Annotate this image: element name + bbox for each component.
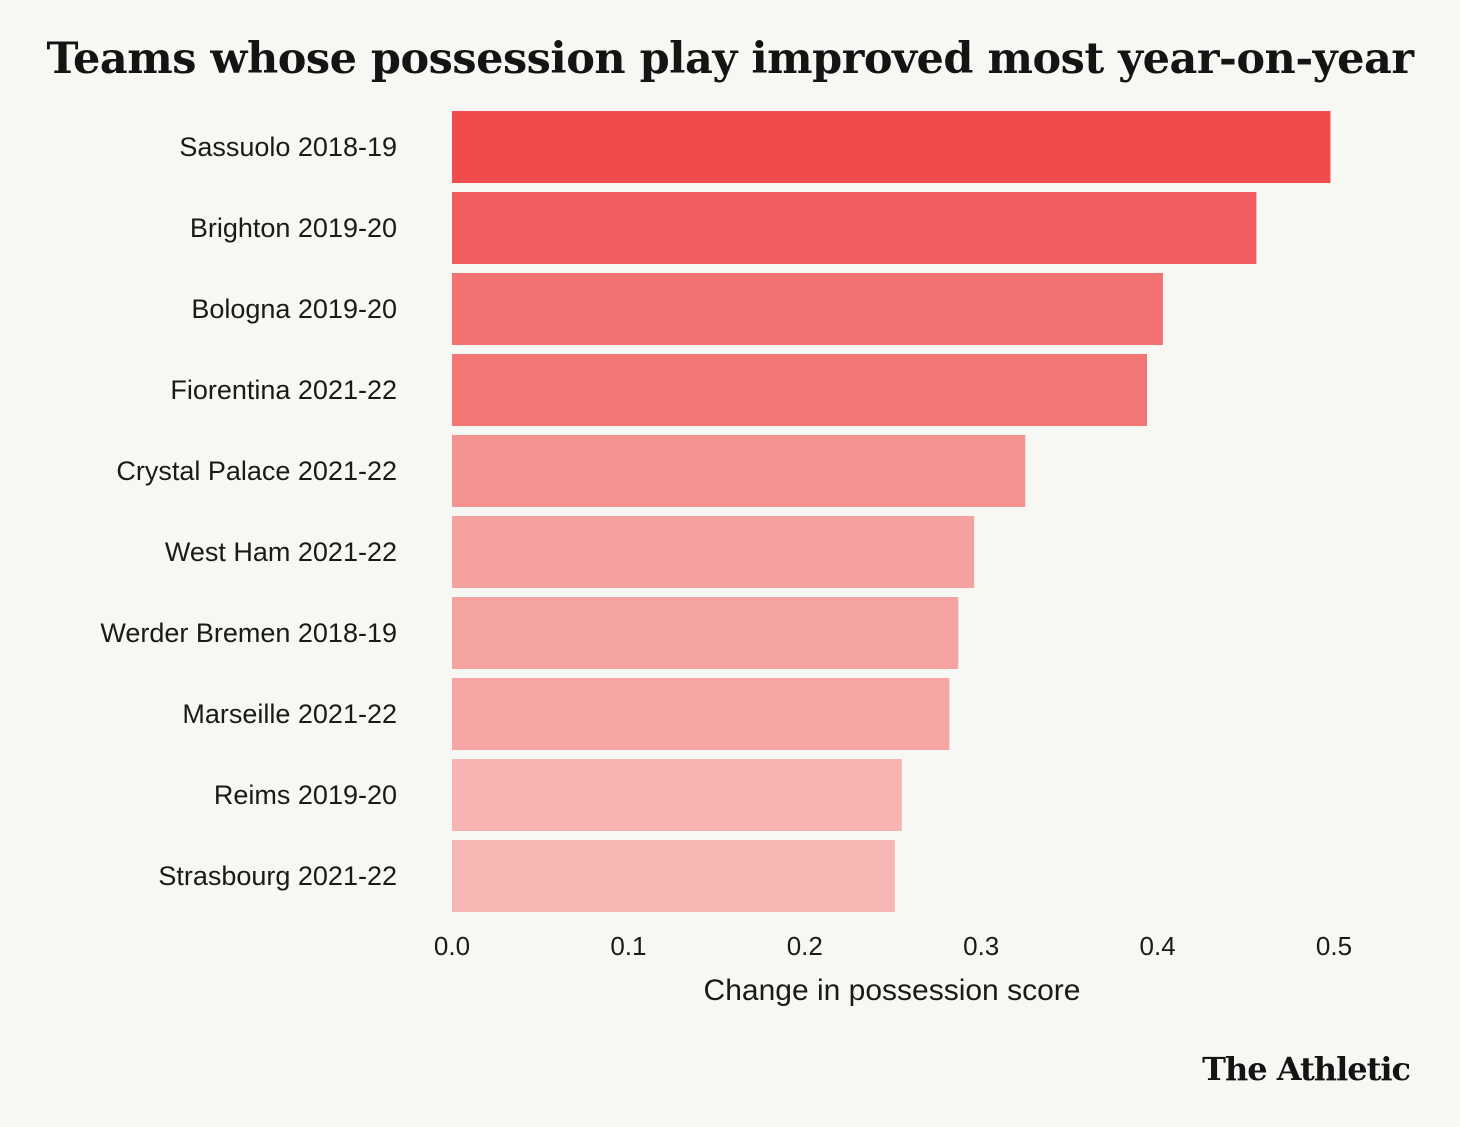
bar-8 <box>452 759 902 831</box>
x-tick-labels: 0.0 0.1 0.2 0.3 0.4 0.5 <box>434 931 1352 961</box>
bar-9 <box>452 840 895 912</box>
category-label-5: West Ham 2021-22 <box>165 537 397 567</box>
category-label-6: Werder Bremen 2018-19 <box>100 618 397 648</box>
bar-3 <box>452 354 1148 426</box>
x-axis-title: Change in possession score <box>704 974 1081 1007</box>
bar-5 <box>452 516 975 588</box>
category-label-9: Strasbourg 2021-22 <box>158 861 397 891</box>
x-tick-label-3: 0.3 <box>963 931 999 961</box>
category-label-0: Sassuolo 2018-19 <box>179 132 397 162</box>
x-tick-label-0: 0.0 <box>434 931 470 961</box>
category-label-8: Reims 2019-20 <box>214 780 397 810</box>
category-label-2: Bologna 2019-20 <box>191 294 397 324</box>
x-tick-label-2: 0.2 <box>787 931 823 961</box>
category-label-7: Marseille 2021-22 <box>182 699 397 729</box>
bar-1 <box>452 192 1257 264</box>
category-label-3: Fiorentina 2021-22 <box>170 375 397 405</box>
bar-6 <box>452 597 959 669</box>
chart-title: Teams whose possession play improved mos… <box>46 34 1414 84</box>
category-labels: Sassuolo 2018-19 Brighton 2019-20 Bologna … <box>100 132 397 891</box>
category-label-4: Crystal Palace 2021-22 <box>116 456 397 486</box>
bar-0 <box>452 111 1331 183</box>
brand-logo: The Athletic <box>1202 1050 1411 1088</box>
x-tick-label-1: 0.1 <box>610 931 646 961</box>
bar-7 <box>452 678 950 750</box>
category-label-1: Brighton 2019-20 <box>190 213 397 243</box>
x-tick-label-4: 0.4 <box>1140 931 1176 961</box>
bars-group <box>452 111 1331 912</box>
bar-4 <box>452 435 1026 507</box>
bar-2 <box>452 273 1163 345</box>
x-tick-label-5: 0.5 <box>1316 931 1352 961</box>
